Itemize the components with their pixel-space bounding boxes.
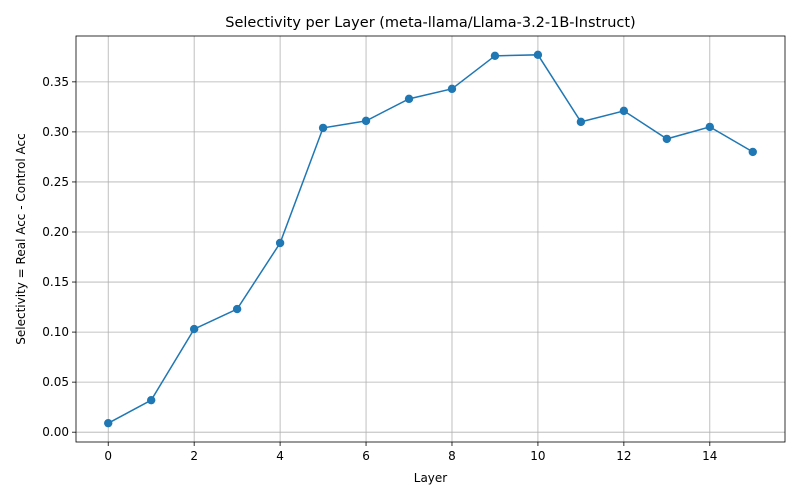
data-point (404, 94, 414, 104)
data-point (104, 418, 113, 428)
data-point (146, 395, 156, 405)
y-tick-label: 0.00 (42, 425, 69, 439)
data-point (189, 324, 199, 334)
data-point (490, 51, 500, 61)
y-tick-label: 0.25 (42, 175, 69, 189)
y-tick-label: 0.35 (42, 75, 69, 89)
data-point (232, 304, 242, 314)
data-point (318, 123, 328, 133)
data-point (533, 50, 543, 60)
y-tick-label: 0.15 (42, 275, 69, 289)
y-axis: 0.00 0.05 0.10 0.15 0.20 0.25 0.30 0.35 (42, 75, 76, 439)
x-tick-label: 14 (702, 449, 717, 463)
grid (76, 36, 785, 442)
data-point (447, 84, 457, 94)
x-tick-label: 8 (448, 449, 456, 463)
x-tick-label: 10 (530, 449, 545, 463)
data-point (619, 106, 629, 116)
y-tick-label: 0.20 (42, 225, 69, 239)
data-point (361, 116, 371, 126)
series-layer (104, 50, 757, 428)
plot-frame (75, 35, 786, 443)
chart-title: Selectivity per Layer (meta-llama/Llama-… (225, 15, 635, 31)
x-tick-label: 4 (276, 449, 284, 463)
y-axis-title: Selectivity = Real Acc - Control Acc (14, 133, 28, 345)
data-point (748, 147, 757, 157)
data-point (705, 122, 715, 132)
series-line (107, 54, 754, 424)
x-tick-label: 6 (362, 449, 370, 463)
x-axis: 0 2 4 6 8 10 12 14 (104, 442, 717, 463)
y-tick-label: 0.10 (42, 325, 69, 339)
data-point (576, 117, 586, 127)
x-axis-title: Layer (414, 471, 448, 485)
data-point (662, 134, 672, 144)
x-tick-label: 12 (616, 449, 631, 463)
data-point (275, 238, 285, 248)
x-tick-label: 2 (190, 449, 198, 463)
y-tick-label: 0.05 (42, 375, 69, 389)
x-tick-label: 0 (104, 449, 112, 463)
y-tick-label: 0.30 (42, 125, 69, 139)
